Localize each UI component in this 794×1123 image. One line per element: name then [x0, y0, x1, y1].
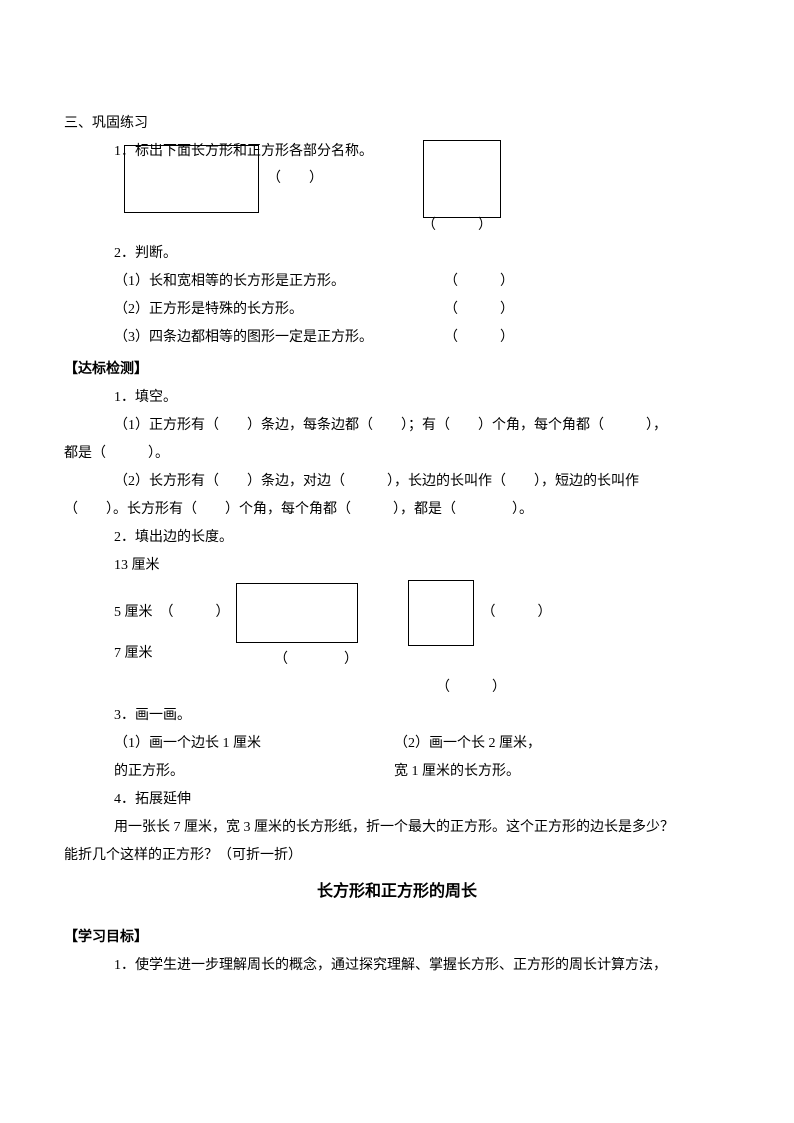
judge-stem: （1）长和宽相等的长方形是正方形。 [114, 268, 444, 296]
goals-item1: 1．使学生进一步理解周长的概念，通过探究理解、掌握长方形、正方形的周长计算方法， [64, 952, 730, 980]
check-q1-2b: （ ）。长方形有（ ）个角，每个角都（ ），都是（ ）。 [64, 496, 730, 524]
judge-item: （3）四条边都相等的图形一定是正方形。 （ ） [114, 324, 730, 352]
check-q4: 4．拓展延伸 [64, 786, 730, 814]
judge-stem: （3）四条边都相等的图形一定是正方形。 [114, 324, 444, 352]
q3-c2a: （2）画一个长 2 厘米， [394, 730, 541, 758]
judge-paren: （ ） [444, 296, 514, 324]
judge-paren: （ ） [444, 268, 514, 296]
check-q2: 2．填出边的长度。 [64, 524, 730, 552]
check-q1: 1．填空。 [64, 384, 730, 412]
rectangle-shape [236, 583, 358, 643]
paren-blank: （ ） [422, 212, 492, 240]
check-q4-b2: 能折几个这样的正方形？（可折一折） [64, 842, 730, 870]
page-title: 长方形和正方形的周长 [64, 876, 730, 908]
check-heading: 【达标检测】 [64, 356, 730, 384]
check-q2-l1: 13 厘米 [64, 552, 730, 580]
check-q4-b1: 用一张长 7 厘米，宽 3 厘米的长方形纸，折一个最大的正方形。这个正方形的边长… [64, 814, 730, 842]
paren-blank: （ ） [436, 674, 506, 702]
q3-c1b: 的正方形。 [114, 758, 394, 786]
q3-c1a: （1）画一个边长 1 厘米 [114, 730, 394, 758]
q2-text: 2．判断。 [64, 240, 730, 268]
check-q1-1b: 都是（ ）。 [64, 440, 730, 468]
section-heading: 三、巩固练习 [64, 110, 730, 138]
square-shape [423, 140, 501, 218]
check-q2-l2a: 5 厘米 （ ） [64, 599, 230, 627]
rectangle-shape [124, 145, 259, 213]
check-q1-2a: （2）长方形有（ ）条边，对边（ ），长边的长叫作（ ），短边的长叫作 [64, 468, 730, 496]
check-q1-1a: （1）正方形有（ ）条边，每条边都（ ）；有（ ）个角，每个角都（ ）， [64, 412, 730, 440]
q3-c2b: 宽 1 厘米的长方形。 [394, 758, 520, 786]
paren-blank: （ ） [482, 599, 552, 627]
paren-blank: （ ） [267, 165, 323, 193]
paren-blank: （ ） [274, 646, 358, 674]
goals-heading: 【学习目标】 [64, 924, 730, 952]
check-q3: 3．画一画。 [64, 702, 730, 730]
judge-stem: （2）正方形是特殊的长方形。 [114, 296, 444, 324]
judge-paren: （ ） [444, 324, 514, 352]
square-shape [408, 580, 474, 646]
judge-item: （1）长和宽相等的长方形是正方形。 （ ） [114, 268, 730, 296]
judge-item: （2）正方形是特殊的长方形。 （ ） [114, 296, 730, 324]
